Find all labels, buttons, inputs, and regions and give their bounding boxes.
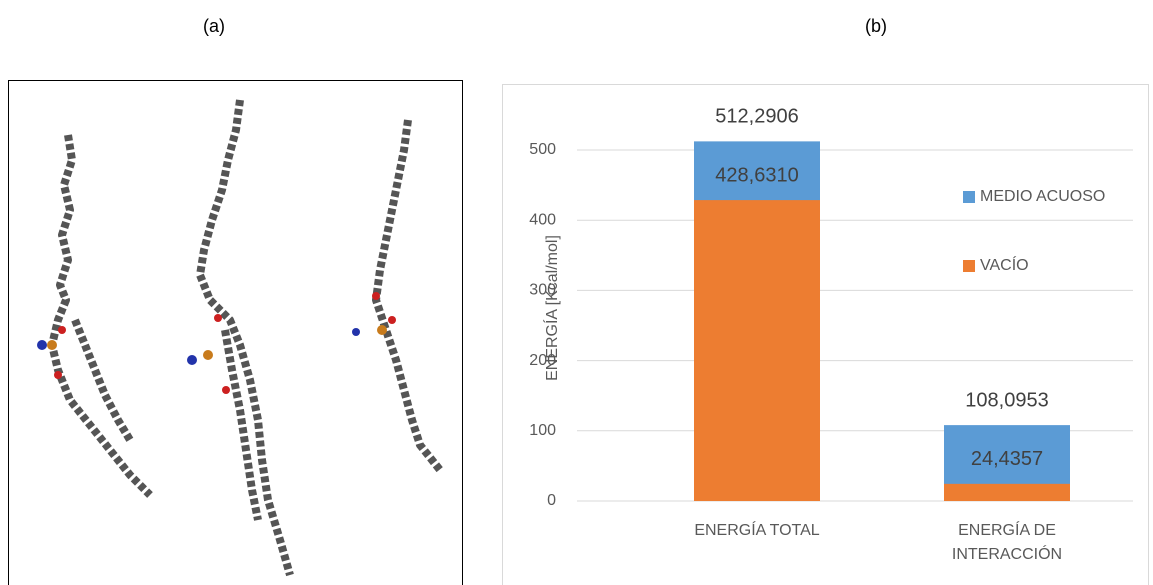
legend-label: VACÍO [980, 255, 1029, 274]
legend-swatch [963, 191, 975, 203]
y-tick-label: 0 [547, 492, 556, 509]
value-label: 24,4357 [971, 448, 1043, 470]
y-tick-label: 200 [529, 352, 556, 369]
chart-frame [503, 85, 1149, 585]
y-tick-label: 400 [529, 211, 556, 228]
legend-label: MEDIO ACUOSO [980, 188, 1105, 205]
y-tick-label: 300 [529, 282, 556, 299]
value-label: 512,2906 [715, 106, 798, 128]
bar [694, 200, 820, 501]
panel-label: (b) [865, 16, 887, 36]
panel-label: (a) [203, 16, 225, 36]
chart: (a) (b) ENERGÍA [Kcal/mol] 0100200300400… [0, 0, 1153, 585]
y-tick-label: 500 [529, 141, 556, 158]
bar [944, 484, 1070, 501]
value-label: 108,0953 [965, 389, 1048, 411]
molecule [37, 100, 440, 575]
x-tick-label: ENERGÍA DE INTERACCIÓN [927, 519, 1087, 567]
figure: (a) (b) ENERGÍA [Kcal/mol] 0100200300400… [0, 0, 1153, 585]
legend-swatch [963, 260, 975, 272]
x-tick-label: ENERGÍA TOTAL [677, 519, 837, 543]
y-tick-label: 100 [529, 422, 556, 439]
value-label: 428,6310 [715, 164, 798, 186]
